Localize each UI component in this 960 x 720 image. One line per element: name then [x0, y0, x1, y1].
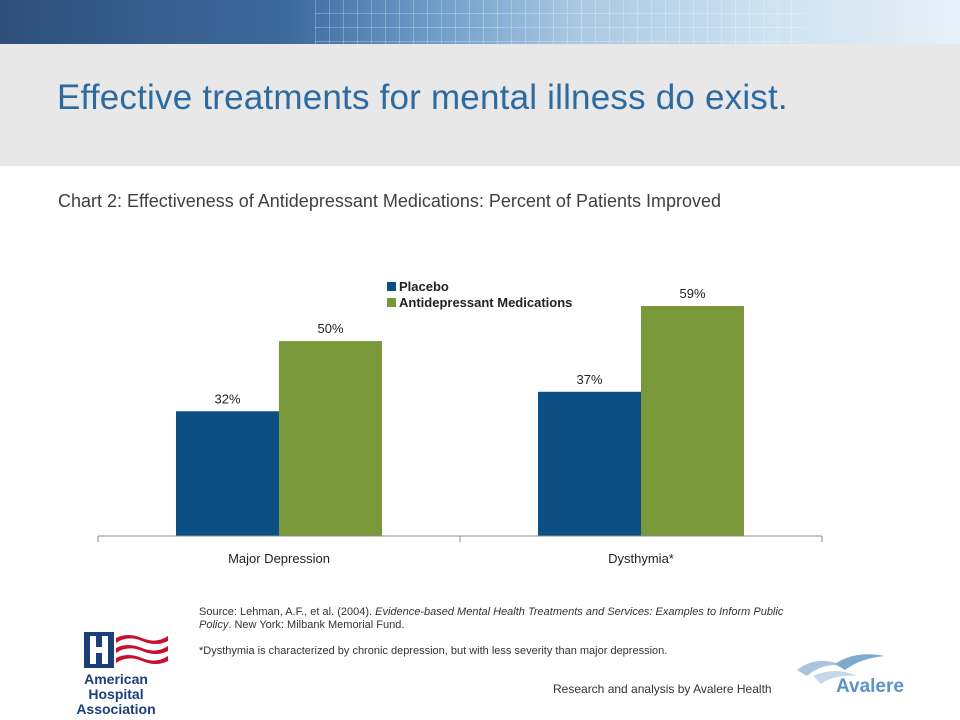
legend-label-0: Placebo	[399, 279, 449, 294]
source-italic-title: Evidence-based Mental Health Treatments …	[199, 606, 784, 631]
source-prefix: Source: Lehman, A.F., et al. (2004).	[199, 606, 376, 618]
bar-placebo-0	[176, 411, 279, 536]
bars-group	[176, 306, 744, 536]
research-credit: Research and analysis by Avalere Health	[553, 682, 772, 696]
data-label-placebo-1: 37%	[576, 372, 602, 387]
bar-medication-1	[641, 306, 744, 536]
category-labels-group: Major Depression Dysthymia*	[228, 551, 674, 566]
page-title: Effective treatments for mental illness …	[57, 78, 788, 117]
top-banner	[0, 0, 960, 44]
bar-placebo-1	[538, 391, 641, 536]
bar-medication-0	[279, 341, 382, 536]
title-band	[0, 44, 960, 166]
aha-logo-text: American Hospital Association	[76, 671, 156, 717]
chart-title: Chart 2: Effectiveness of Antidepressant…	[58, 191, 722, 211]
legend-swatch-0	[387, 282, 396, 291]
bar-chart: 32%50%37%59% Major Depression Dysthymia* …	[97, 279, 823, 566]
footnote: *Dysthymia is characterized by chronic d…	[199, 645, 668, 657]
source-citation: Source: Lehman, A.F., et al. (2004). Evi…	[199, 606, 799, 632]
data-label-medication-1: 59%	[679, 286, 705, 301]
avalere-logo-icon	[797, 654, 885, 684]
source-suffix: . New York: Milbank Memorial Fund.	[228, 619, 405, 631]
data-label-placebo-0: 32%	[214, 391, 240, 406]
legend-label-1: Antidepressant Medications	[399, 295, 572, 310]
legend-swatch-1	[387, 298, 396, 307]
data-label-medication-0: 50%	[317, 321, 343, 336]
value-labels-group: 32% 50% 37% 59%	[214, 286, 705, 406]
category-label-1: Dysthymia*	[608, 551, 674, 566]
avalere-logo-text: Avalere	[836, 676, 904, 697]
banner-pattern	[315, 0, 805, 44]
aha-logo-icon	[84, 632, 168, 668]
category-label-0: Major Depression	[228, 551, 330, 566]
